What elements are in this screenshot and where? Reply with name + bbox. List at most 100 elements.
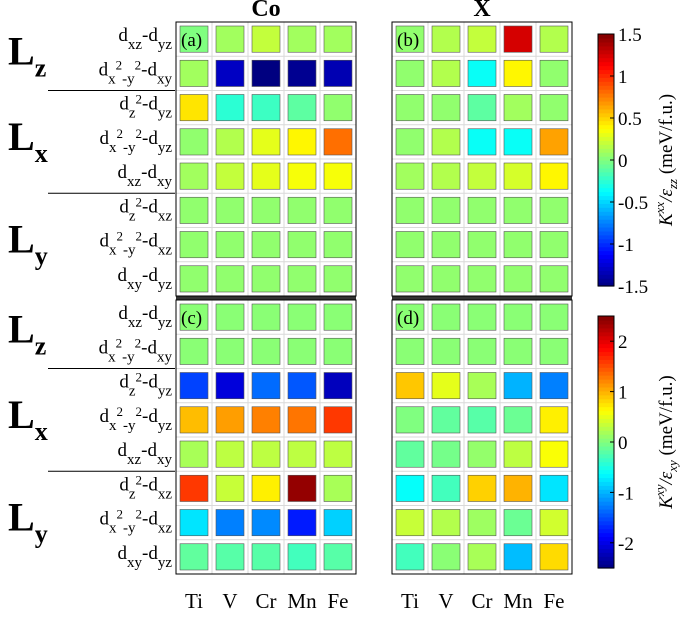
- colorbar-band: [598, 536, 614, 542]
- x-tick-label: Ti: [401, 589, 419, 613]
- colorbar-band: [598, 477, 614, 482]
- heatmap-cell: [251, 440, 281, 468]
- colorbar-band: [598, 343, 614, 349]
- heatmap-cell: [323, 231, 353, 259]
- colorbar-band: [598, 37, 614, 43]
- colorbar-band: [598, 211, 614, 216]
- row-label: dxz-dxy: [118, 440, 173, 468]
- colorbar-band: [598, 148, 614, 153]
- heatmap-cell: [323, 509, 353, 537]
- x-tick-label: V: [222, 589, 237, 613]
- colorbar-band: [598, 238, 614, 244]
- colorbar-band: [598, 191, 614, 197]
- colorbar-band: [598, 195, 614, 200]
- colorbar-band: [598, 65, 614, 71]
- heatmap-cell: [215, 303, 245, 331]
- row-label: dxy-dyz: [118, 543, 173, 571]
- heatmap-cell: [179, 440, 209, 468]
- heatmap-cell: [395, 440, 425, 468]
- colorbar-band: [598, 406, 614, 412]
- heatmap-cell: [503, 303, 533, 331]
- panel-label: (d): [397, 308, 419, 329]
- heatmap-cell: [215, 231, 245, 259]
- heatmap-cell: [251, 265, 281, 293]
- row-label: dxz-dxy: [118, 162, 173, 190]
- colorbar-band: [598, 564, 614, 569]
- heatmap-cell: [431, 59, 461, 87]
- colorbar-band: [598, 175, 614, 181]
- colorbar-band: [598, 382, 614, 388]
- heatmap-cell: [503, 509, 533, 537]
- heatmap-cell: [467, 303, 497, 331]
- colorbar-label: Kxy/εxy (meV/f.u.): [652, 375, 680, 510]
- orbital-group-label: Lx: [8, 392, 48, 446]
- colorbar-2: 2 1 0 -1 -2 Kxy/εxy (meV/f.u.): [597, 315, 680, 569]
- colorbar-band: [598, 528, 614, 534]
- colorbar-tick-label: -1: [618, 235, 634, 256]
- heatmap-cell: [323, 303, 353, 331]
- colorbar-band: [598, 363, 614, 368]
- row-label: dz2-dyz: [119, 92, 172, 122]
- heatmap-cell: [179, 59, 209, 87]
- heatmap-cell: [431, 94, 461, 122]
- heatmap-cell: [179, 303, 209, 331]
- heatmap-cell: [395, 509, 425, 537]
- heatmap-cell: [431, 337, 461, 365]
- heatmap-cell: [215, 59, 245, 87]
- heatmap-cell: [323, 440, 353, 468]
- heatmap-cell: [431, 440, 461, 468]
- colorbar-tick-label: -2: [618, 534, 634, 555]
- heatmap-cell: [503, 372, 533, 400]
- colorbar-band: [598, 449, 614, 455]
- heatmap-cell: [503, 406, 533, 434]
- colorbar-band: [598, 398, 614, 404]
- colorbar-band: [598, 367, 614, 372]
- colorbar-band: [598, 282, 614, 287]
- row-label: dz2-dxz: [119, 472, 172, 502]
- colorbar-band: [598, 187, 614, 193]
- heatmap-cell: [467, 25, 497, 53]
- row-label: dz2-dyz: [119, 370, 172, 400]
- colorbar-tick-label: 0.5: [618, 109, 642, 130]
- heatmap-cell: [395, 372, 425, 400]
- heatmap-cell: [395, 543, 425, 571]
- heatmap-cell: [395, 231, 425, 259]
- orbital-group-label: Ly: [8, 495, 48, 549]
- heatmap-cell: [287, 128, 317, 156]
- heatmap-cell: [179, 543, 209, 571]
- x-tick-label: Fe: [544, 589, 565, 613]
- heatmap-cell: [395, 406, 425, 434]
- colorbar-band: [598, 112, 614, 118]
- colorbar-band: [598, 242, 614, 248]
- heatmap-cell: [251, 231, 281, 259]
- colorbar-band: [598, 230, 614, 236]
- heatmap-cell: [179, 196, 209, 224]
- colorbar-band: [598, 548, 614, 553]
- colorbar-band: [598, 163, 614, 169]
- colorbar-tick-label: 0: [618, 151, 628, 172]
- colorbar-band: [598, 81, 614, 86]
- heatmap-cell: [503, 128, 533, 156]
- colorbar-tick-label: -0.5: [618, 193, 648, 214]
- colorbar-band: [598, 207, 614, 212]
- colorbar-band: [598, 183, 614, 189]
- panel-d: (d): [391, 299, 573, 575]
- heatmap-cell: [503, 337, 533, 365]
- colorbar-band: [598, 445, 614, 451]
- heatmap-cell: [215, 128, 245, 156]
- panel-title: X: [473, 0, 491, 22]
- heatmap-cell: [431, 162, 461, 190]
- colorbar-band: [598, 171, 614, 177]
- panel-a: (a): [175, 21, 357, 297]
- colorbar-band: [598, 100, 614, 106]
- colorbar-band: [598, 386, 614, 392]
- x-tick-label: Cr: [472, 589, 493, 613]
- x-tick-label: Mn: [287, 589, 317, 613]
- colorbar-band: [598, 390, 614, 396]
- x-tick-label: V: [438, 589, 453, 613]
- panel-b: (b): [391, 21, 573, 297]
- colorbar-band: [598, 262, 614, 267]
- heatmap-cell: [503, 25, 533, 53]
- heatmap-cell: [179, 265, 209, 293]
- colorbar-band: [598, 434, 614, 439]
